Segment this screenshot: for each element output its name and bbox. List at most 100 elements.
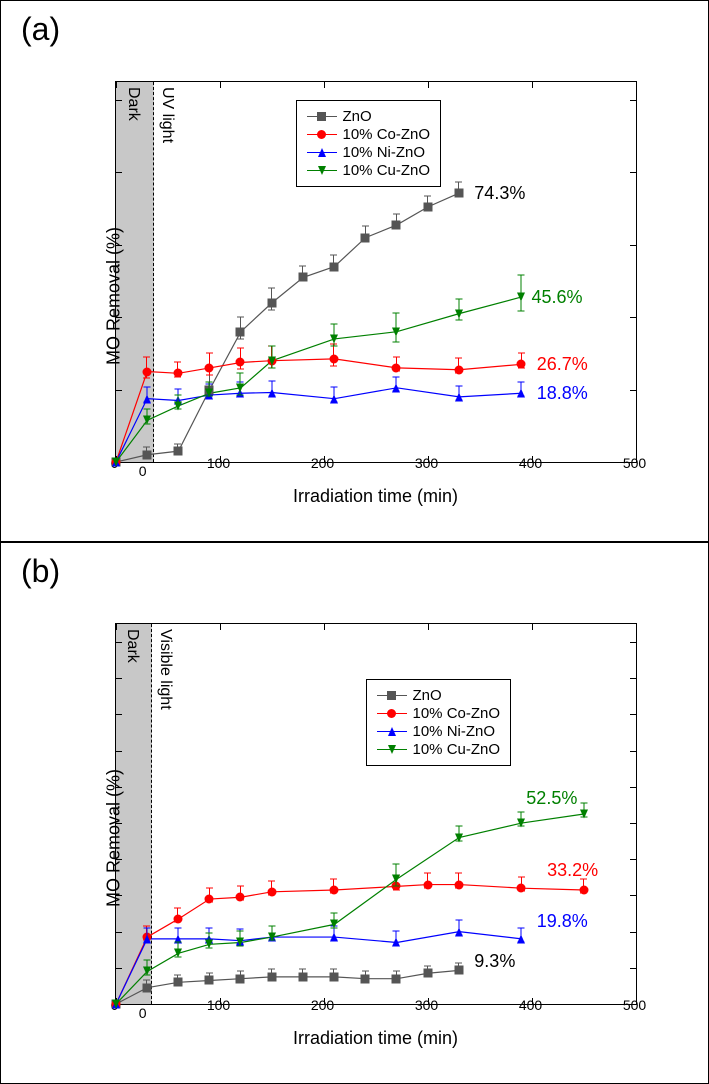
data-point <box>517 389 525 398</box>
legend-row: 10% Cu-ZnO <box>307 162 431 179</box>
data-point <box>142 450 151 459</box>
x-axis-label: Irradiation time (min) <box>293 1028 458 1049</box>
ytick-label: 0 <box>139 463 147 479</box>
legend-row: ZnO <box>377 687 501 704</box>
data-point <box>423 880 432 889</box>
data-point <box>330 334 338 343</box>
data-point <box>454 880 463 889</box>
data-point <box>454 189 463 198</box>
legend-label: ZnO <box>413 687 442 704</box>
legend-label: 10% Co-ZnO <box>413 705 501 722</box>
chart-container: 01020304050607080901000100200300400500Da… <box>35 603 675 1073</box>
data-point <box>455 392 463 401</box>
legend-label: ZnO <box>343 108 372 125</box>
data-point <box>454 966 463 975</box>
legend-row: 10% Ni-ZnO <box>377 723 501 740</box>
data-point <box>423 969 432 978</box>
data-point <box>455 833 463 842</box>
legend-row: 10% Co-ZnO <box>307 126 431 143</box>
x-axis-label: Irradiation time (min) <box>293 486 458 507</box>
data-point <box>330 920 338 929</box>
data-point <box>517 884 526 893</box>
data-point <box>455 927 463 936</box>
legend-label: 10% Cu-ZnO <box>343 162 431 179</box>
legend-row: 10% Ni-ZnO <box>307 144 431 161</box>
data-point <box>236 327 245 336</box>
data-point <box>392 974 401 983</box>
chart-container: 0204060801000100200300400500DarkUV light… <box>35 61 675 531</box>
final-value-label: 33.2% <box>547 860 598 881</box>
light-label: Visible light <box>156 629 174 710</box>
data-point <box>236 974 245 983</box>
data-point <box>143 394 151 403</box>
data-point <box>517 934 525 943</box>
legend-row: 10% Co-ZnO <box>377 705 501 722</box>
data-point <box>330 394 338 403</box>
data-point <box>142 983 151 992</box>
data-point <box>392 383 400 392</box>
data-point <box>392 875 400 884</box>
dark-label: Dark <box>123 629 141 663</box>
legend-label: 10% Cu-ZnO <box>413 741 501 758</box>
data-point <box>329 972 338 981</box>
final-value-label: 45.6% <box>532 287 583 308</box>
data-point <box>173 914 182 923</box>
data-point <box>205 976 214 985</box>
data-point <box>173 447 182 456</box>
legend-label: 10% Ni-ZnO <box>413 723 496 740</box>
data-point <box>236 383 244 392</box>
data-point <box>329 886 338 895</box>
data-point <box>236 938 244 947</box>
data-point <box>361 974 370 983</box>
data-point <box>143 934 151 943</box>
legend-row: 10% Cu-ZnO <box>377 741 501 758</box>
data-point <box>298 273 307 282</box>
ytick-label: 0 <box>139 1005 147 1021</box>
data-point <box>392 327 400 336</box>
data-point <box>298 972 307 981</box>
data-point <box>361 233 370 242</box>
final-value-label: 19.8% <box>537 911 588 932</box>
panel-b: (b) 0102030405060708090100010020030040050… <box>0 542 709 1084</box>
final-value-label: 18.8% <box>537 383 588 404</box>
data-point <box>205 363 214 372</box>
data-point <box>329 354 338 363</box>
data-point <box>392 938 400 947</box>
data-point <box>517 360 526 369</box>
data-point <box>268 933 276 942</box>
data-point <box>205 940 213 949</box>
legend: ZnO10% Co-ZnO10% Ni-ZnO10% Cu-ZnO <box>296 100 442 187</box>
data-point <box>423 202 432 211</box>
data-point <box>392 363 401 372</box>
data-point <box>142 367 151 376</box>
y-axis-label: MO Removal (%) <box>103 227 124 365</box>
dark-label: Dark <box>124 87 142 121</box>
data-point <box>112 1000 120 1009</box>
data-point <box>517 292 525 301</box>
plot-area: DarkUV light74.3%26.7%18.8%45.6%ZnO10% C… <box>115 81 637 463</box>
data-point <box>579 886 588 895</box>
final-value-label: 52.5% <box>526 788 577 809</box>
data-point <box>112 458 120 467</box>
data-point <box>205 389 213 398</box>
data-point <box>143 416 151 425</box>
data-point <box>205 895 214 904</box>
light-label: UV light <box>158 87 176 143</box>
data-point <box>174 401 182 410</box>
data-point <box>580 810 588 819</box>
panel-a: (a)0204060801000100200300400500DarkUV li… <box>0 0 709 542</box>
data-point <box>454 365 463 374</box>
panel-label: (b) <box>21 553 60 590</box>
legend-label: 10% Ni-ZnO <box>343 144 426 161</box>
data-point <box>268 388 276 397</box>
data-point <box>174 949 182 958</box>
data-point <box>329 262 338 271</box>
final-value-label: 9.3% <box>474 951 515 972</box>
data-point <box>267 298 276 307</box>
data-point <box>392 220 401 229</box>
legend-label: 10% Co-ZnO <box>343 126 431 143</box>
plot-area: DarkVisible light9.3%33.2%19.8%52.5%ZnO1… <box>115 623 637 1005</box>
final-value-label: 74.3% <box>474 183 525 204</box>
data-point <box>330 933 338 942</box>
data-point <box>268 356 276 365</box>
